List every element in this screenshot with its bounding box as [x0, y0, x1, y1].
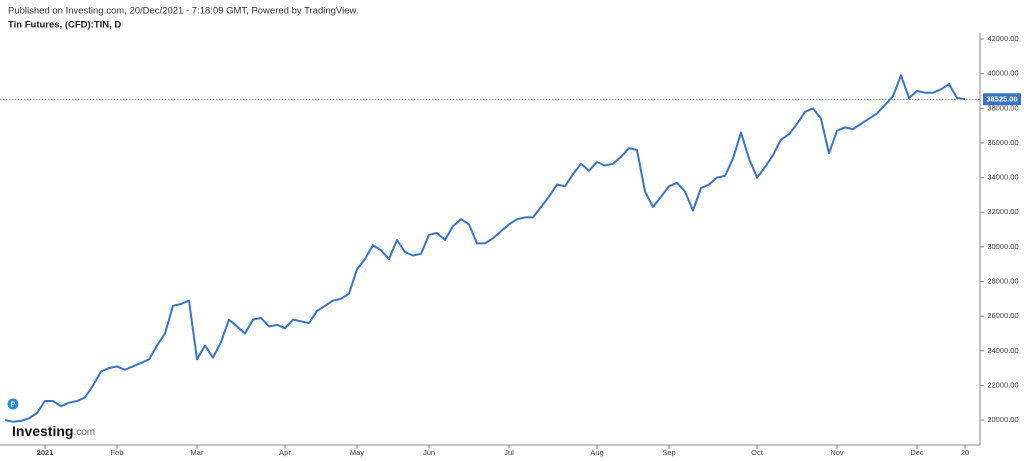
y-tick-label: 34000.00 [987, 173, 1018, 182]
y-tick-label: 22000.00 [987, 380, 1018, 389]
x-tick-label: Sep [662, 448, 675, 457]
y-tick-label: 42000.00 [987, 34, 1018, 43]
y-tick-label: 38000.00 [987, 103, 1018, 112]
y-tick-label: 40000.00 [987, 69, 1018, 78]
published-note: Published on Investing.com, 20/Dec/2021 … [8, 6, 358, 17]
y-tick-label: 26000.00 [987, 311, 1018, 320]
x-tick-label: Apr [279, 448, 291, 457]
last-price-label: 38525.00 [986, 95, 1017, 104]
x-tick-label: Aug [590, 448, 603, 457]
y-tick-label: 20000.00 [987, 415, 1018, 424]
y-tick-label: 36000.00 [987, 138, 1018, 147]
y-tick-label: 30000.00 [987, 242, 1018, 251]
y-tick-label: 28000.00 [987, 277, 1018, 286]
x-tick-label: Nov [830, 448, 844, 457]
logo-suffix: .com [73, 427, 95, 438]
event-marker [7, 398, 19, 410]
price-line [4, 74, 966, 423]
x-tick-label: Mar [191, 448, 204, 457]
x-tick-label: 2021 [37, 448, 54, 457]
logo-brand: Investing [12, 423, 73, 439]
x-tick-label: May [350, 448, 364, 457]
x-tick-label: Jun [423, 448, 435, 457]
instrument-title: Tin Futures, (CFD):TIN, D [8, 20, 121, 31]
y-tick-label: 32000.00 [987, 207, 1018, 216]
x-tick-label: Oct [751, 448, 764, 457]
x-tick-label: Jul [504, 448, 514, 457]
event-marker-label: P [11, 401, 16, 408]
x-tick-label: Dec [910, 448, 924, 457]
x-tick-label: 20 [961, 448, 969, 457]
last-price-box [983, 93, 1021, 106]
y-tick-label: 24000.00 [987, 346, 1018, 355]
logo: Investing.com [12, 423, 95, 439]
x-tick-label: Feb [111, 448, 124, 457]
